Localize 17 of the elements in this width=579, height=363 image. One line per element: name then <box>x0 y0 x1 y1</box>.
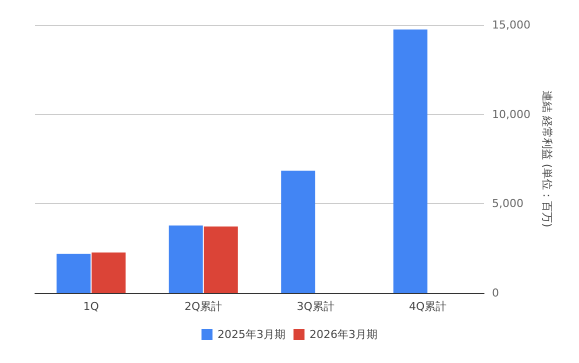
bar <box>92 252 126 293</box>
legend-label: 2025年3月期 <box>218 328 286 341</box>
y-tick-label: 15,000 <box>492 18 530 32</box>
bar <box>204 226 238 293</box>
bar <box>168 225 203 293</box>
bar <box>393 29 428 293</box>
bar <box>56 254 91 293</box>
y-tick-label: 5,000 <box>492 197 524 210</box>
y-axis-title: 連結 経常利益 (単位：百万) <box>540 90 554 228</box>
x-tick-label: 1Q <box>83 300 100 313</box>
x-tick-label: 2Q累計 <box>184 300 222 313</box>
x-tick-label: 3Q累計 <box>296 300 334 313</box>
y-tick-label: 10,000 <box>492 108 530 121</box>
bar <box>281 170 316 293</box>
y-tick-label: 0 <box>492 286 499 300</box>
legend-label: 2026年3月期 <box>310 328 378 341</box>
x-tick-label: 4Q累計 <box>409 300 447 313</box>
